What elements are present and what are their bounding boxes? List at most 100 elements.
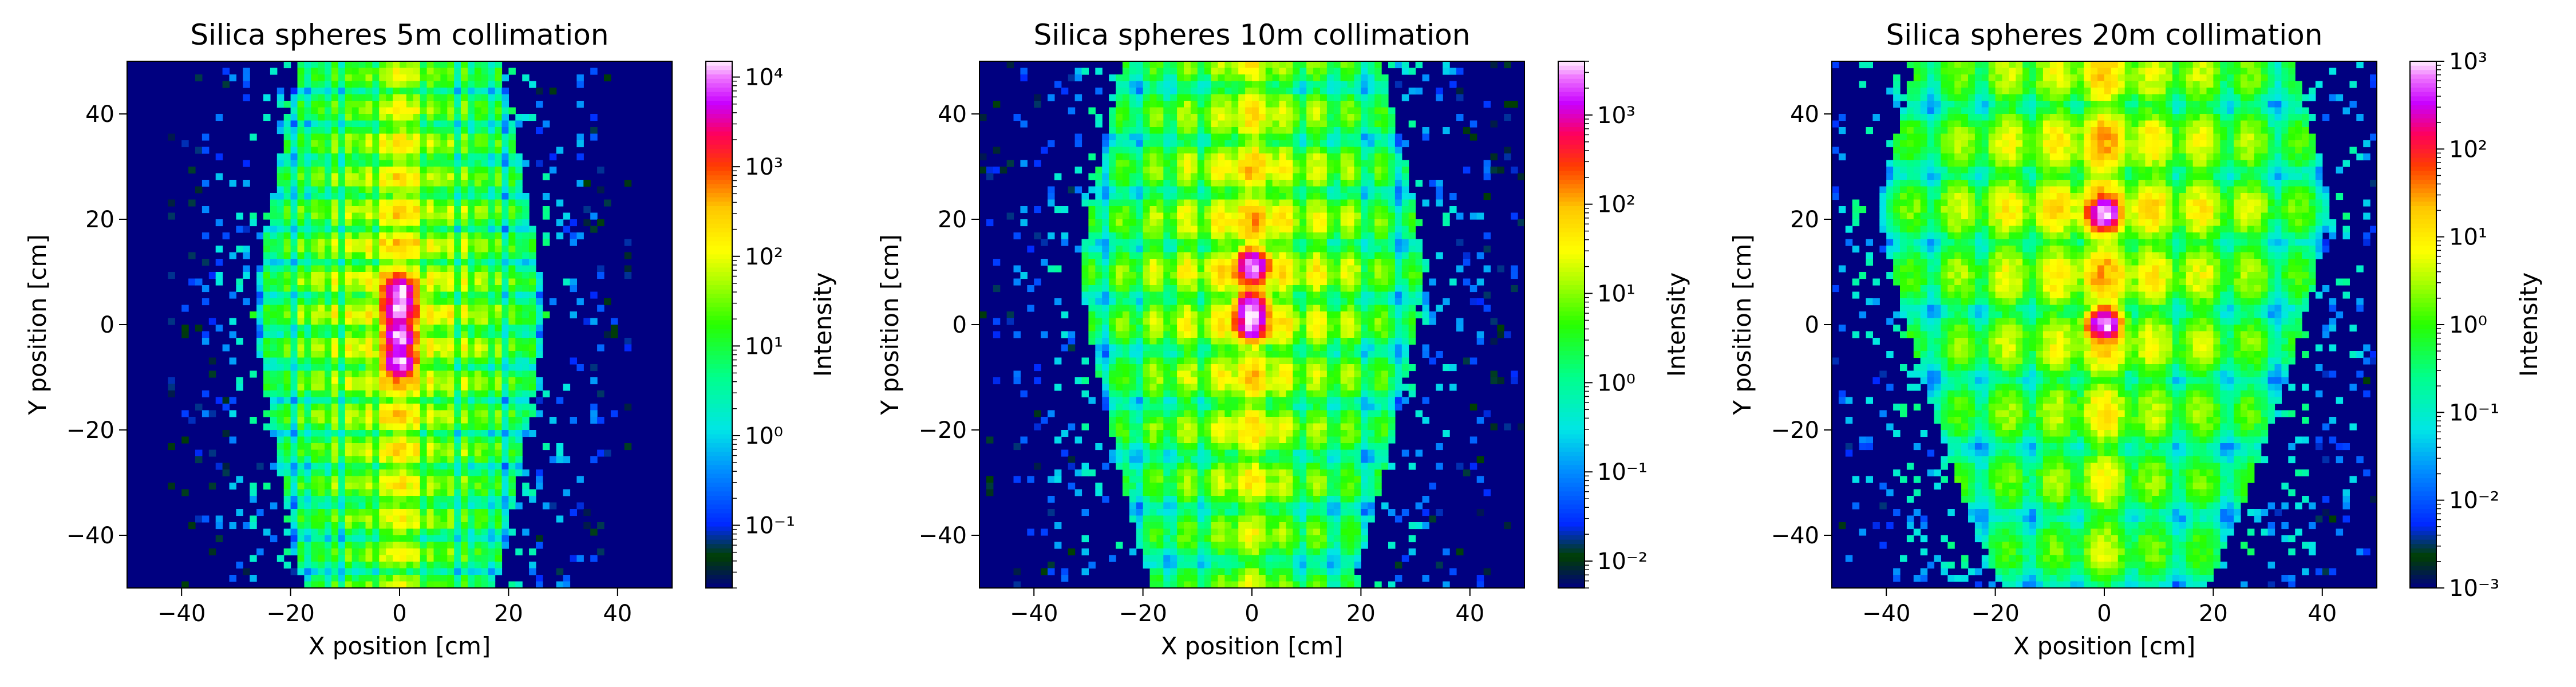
heatmap-cell <box>420 226 428 233</box>
heatmap-cell <box>474 535 482 543</box>
heatmap-cell <box>358 140 366 148</box>
heatmap-cell <box>1149 147 1157 154</box>
heatmap-cell <box>495 364 503 372</box>
heatmap-cell <box>1116 410 1123 417</box>
heatmap-cell <box>1197 515 1205 523</box>
heatmap-cell <box>1190 331 1198 338</box>
heatmap-cell <box>325 180 332 187</box>
heatmap-cell <box>318 436 325 444</box>
heatmap-cell <box>386 351 393 358</box>
heatmap-cell <box>508 502 516 510</box>
heatmap-cell <box>283 417 291 424</box>
heatmap-cell <box>461 423 468 431</box>
heatmap-cell <box>1184 364 1191 372</box>
heatmap-cell <box>1074 469 1082 477</box>
heatmap-cell <box>304 555 311 562</box>
heatmap-cell <box>461 147 468 154</box>
heatmap-cell <box>590 212 598 220</box>
heatmap-cell <box>270 305 278 312</box>
heatmap-cell <box>1184 568 1191 575</box>
heatmap-cell <box>1095 246 1103 253</box>
heatmap-cell <box>386 384 393 391</box>
heatmap-cell <box>501 384 509 391</box>
colorbar-segment <box>706 285 732 290</box>
heatmap-cell <box>515 114 523 121</box>
heatmap-cell <box>461 469 468 477</box>
heatmap-cell <box>474 311 482 319</box>
heatmap-cell <box>1129 140 1137 148</box>
heatmap-cell <box>290 311 298 319</box>
heatmap-cell <box>297 68 305 75</box>
heatmap-cell <box>297 259 305 266</box>
heatmap-cell <box>311 390 318 398</box>
heatmap-cell <box>1109 206 1116 214</box>
heatmap-cell <box>351 463 359 470</box>
heatmap-cell <box>406 107 414 114</box>
heatmap-cell <box>304 397 311 404</box>
heatmap-cell <box>276 127 285 135</box>
heatmap-cell <box>1129 390 1137 398</box>
heatmap-cell <box>379 338 386 345</box>
heatmap-cell <box>501 120 509 128</box>
heatmap-cell <box>501 199 509 207</box>
heatmap-cell <box>379 397 386 404</box>
heatmap-cell <box>283 489 291 496</box>
heatmap-cell <box>447 219 455 227</box>
heatmap-cell <box>413 469 421 477</box>
heatmap-cell <box>426 535 434 543</box>
heatmap-cell <box>325 219 332 227</box>
heatmap-cell <box>536 338 543 345</box>
heatmap-cell <box>290 463 298 470</box>
heatmap-cell <box>447 133 455 141</box>
heatmap-cell <box>1102 193 1109 200</box>
heatmap-cell <box>358 133 366 141</box>
heatmap-cell <box>1218 449 1225 457</box>
heatmap-cell <box>610 410 618 417</box>
heatmap-cell <box>461 456 468 464</box>
heatmap-cell <box>393 528 400 536</box>
heatmap-cell <box>311 489 318 496</box>
heatmap-cell <box>1129 133 1137 141</box>
heatmap-cell <box>1027 246 1034 253</box>
heatmap-cell <box>488 68 496 75</box>
heatmap-cell <box>1034 101 1041 108</box>
heatmap-cell <box>576 555 584 562</box>
heatmap-cell <box>1149 311 1157 319</box>
heatmap-cell <box>604 199 611 207</box>
heatmap-cell <box>440 298 448 306</box>
heatmap-cell <box>624 404 632 411</box>
heatmap-cell <box>297 443 305 451</box>
heatmap-cell <box>325 397 332 404</box>
heatmap-cell <box>488 311 496 319</box>
heatmap-cell <box>365 351 373 358</box>
heatmap-cell <box>1109 114 1116 121</box>
heatmap-cell <box>420 344 428 352</box>
heatmap-cell <box>1041 417 1048 424</box>
heatmap-cell <box>1163 344 1171 352</box>
heatmap-cell <box>488 384 496 391</box>
heatmap-cell <box>379 239 386 246</box>
heatmap-cell <box>338 114 346 121</box>
heatmap-cell <box>1095 68 1103 75</box>
heatmap-cell <box>1102 291 1109 299</box>
heatmap-cell <box>1095 252 1103 259</box>
colorbar-tick-label: 10⁴ <box>745 65 783 91</box>
heatmap-cell <box>304 449 311 457</box>
heatmap-cell <box>1129 469 1137 477</box>
heatmap-cell <box>1163 147 1171 154</box>
heatmap-cell <box>331 186 339 194</box>
heatmap-cell <box>188 417 196 424</box>
heatmap-cell <box>1170 193 1178 200</box>
heatmap-cell <box>1054 173 1062 180</box>
heatmap-cell <box>1156 88 1164 95</box>
colorbar-segment <box>706 83 732 88</box>
heatmap-cell <box>1136 147 1144 154</box>
heatmap-cell <box>488 417 496 424</box>
heatmap-cell <box>365 239 373 246</box>
heatmap-cell <box>1204 377 1212 385</box>
heatmap-cell <box>454 397 461 404</box>
heatmap-cell <box>426 423 434 431</box>
heatmap-cell <box>345 384 353 391</box>
heatmap-cell <box>1156 338 1164 345</box>
heatmap-cell <box>454 364 461 372</box>
